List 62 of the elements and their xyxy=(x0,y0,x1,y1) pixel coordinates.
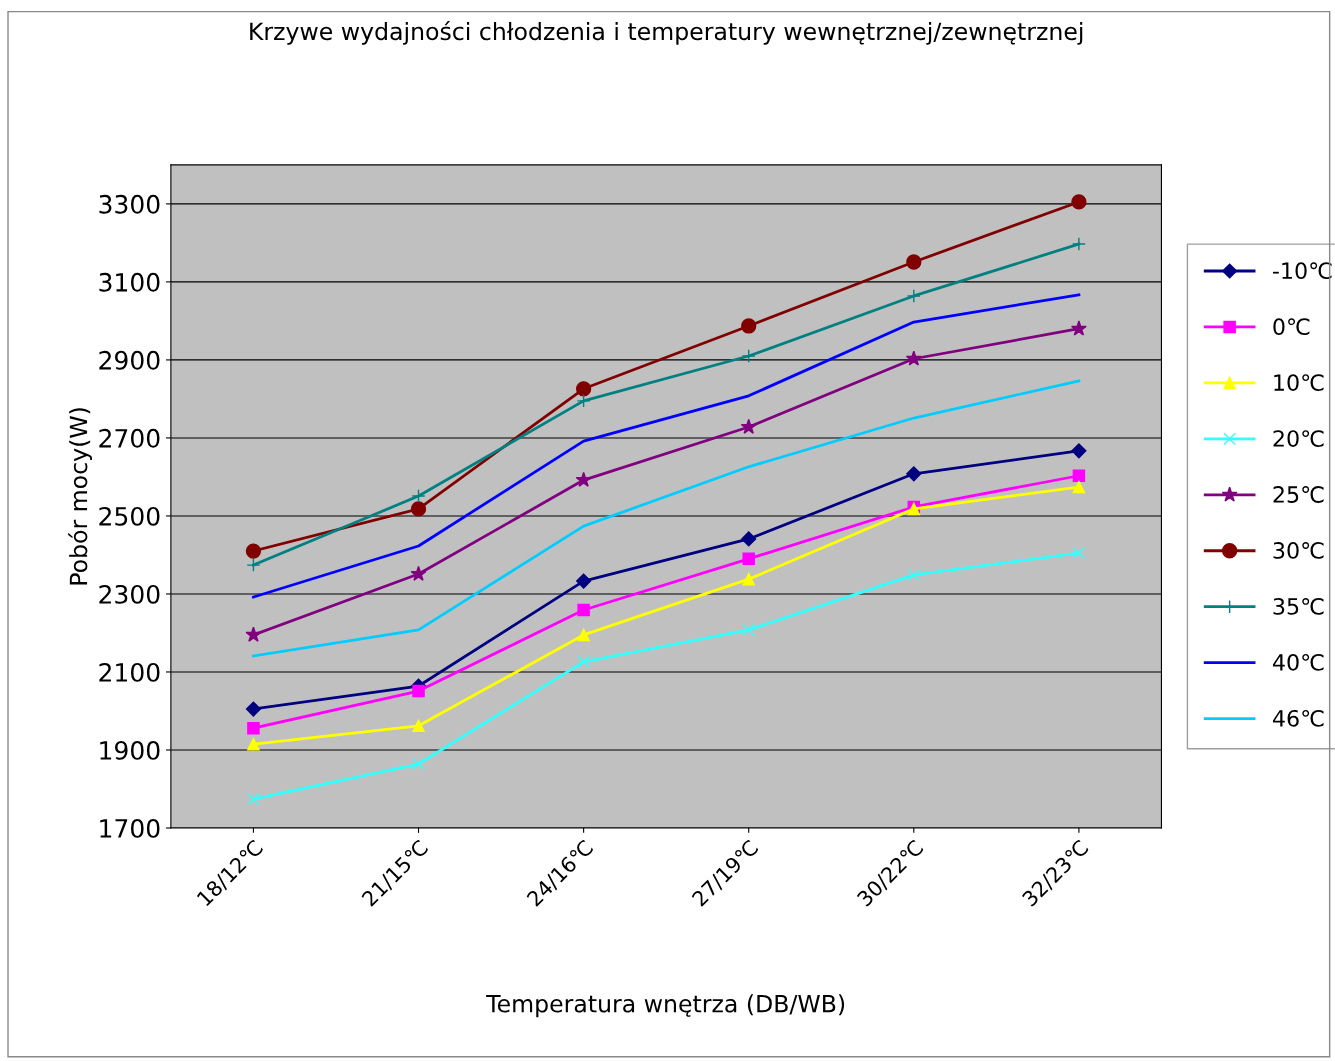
point xyxy=(906,288,921,303)
point xyxy=(905,350,922,366)
point xyxy=(575,471,592,487)
chart-title: Krzywe wydajności chłodzenia i temperatury wewnętrznej/zewnętrznej xyxy=(250,20,1083,45)
legend-label: 35℃ xyxy=(1273,597,1324,615)
point xyxy=(577,628,590,642)
y-tick-label: 2700 xyxy=(99,428,160,448)
y-tick-label: 3300 xyxy=(99,194,160,214)
point xyxy=(906,466,922,482)
point xyxy=(247,721,260,735)
legend-label: 25℃ xyxy=(1273,486,1324,503)
point xyxy=(246,558,261,573)
x-axis-title: Temperatura wnętrza (DB/WB) xyxy=(486,994,845,1018)
legend-label: 30℃ xyxy=(1273,542,1324,559)
point xyxy=(410,565,427,581)
point xyxy=(410,501,427,517)
legend-label: 0℃ xyxy=(1273,318,1310,336)
point xyxy=(741,531,757,547)
point xyxy=(575,381,592,397)
point xyxy=(1072,469,1086,483)
point xyxy=(740,418,757,434)
y-tick-label: 1700 xyxy=(100,818,160,838)
y-tick-label: 2100 xyxy=(99,662,160,682)
legend-label: 46℃ xyxy=(1272,709,1324,727)
point xyxy=(245,701,261,717)
point xyxy=(247,792,260,806)
point xyxy=(742,623,755,637)
point xyxy=(1071,443,1087,459)
legend-label: 40℃ xyxy=(1272,653,1324,671)
legend-label: -10℃ xyxy=(1272,262,1332,280)
legend-label: 20℃ xyxy=(1273,430,1324,447)
y-tick-label: 3100 xyxy=(99,272,160,292)
point xyxy=(576,393,591,408)
point xyxy=(1071,194,1087,210)
point xyxy=(1070,320,1087,336)
y-tick-label: 2500 xyxy=(99,506,160,526)
point xyxy=(906,254,922,270)
y-tick-label: 1900 xyxy=(100,740,160,760)
y-tick-label: 2900 xyxy=(99,350,160,370)
point xyxy=(245,543,262,559)
y-axis-title: Pobór mocy(W) xyxy=(68,408,92,585)
point xyxy=(576,573,592,589)
point xyxy=(412,757,425,771)
point xyxy=(247,737,260,751)
point xyxy=(412,719,425,733)
point xyxy=(907,568,921,582)
point xyxy=(742,572,755,586)
point xyxy=(412,684,425,698)
y-tick-label: 2300 xyxy=(99,584,160,604)
line-series xyxy=(252,293,1081,599)
point xyxy=(577,655,590,669)
line-series xyxy=(252,379,1081,658)
point xyxy=(741,318,757,334)
point xyxy=(1071,237,1086,252)
point xyxy=(741,349,756,363)
legend-label: 10℃ xyxy=(1274,374,1324,391)
point xyxy=(742,552,755,566)
point xyxy=(1072,546,1086,560)
point xyxy=(245,626,262,642)
point xyxy=(577,603,590,617)
point xyxy=(411,489,426,503)
point xyxy=(1072,480,1086,494)
